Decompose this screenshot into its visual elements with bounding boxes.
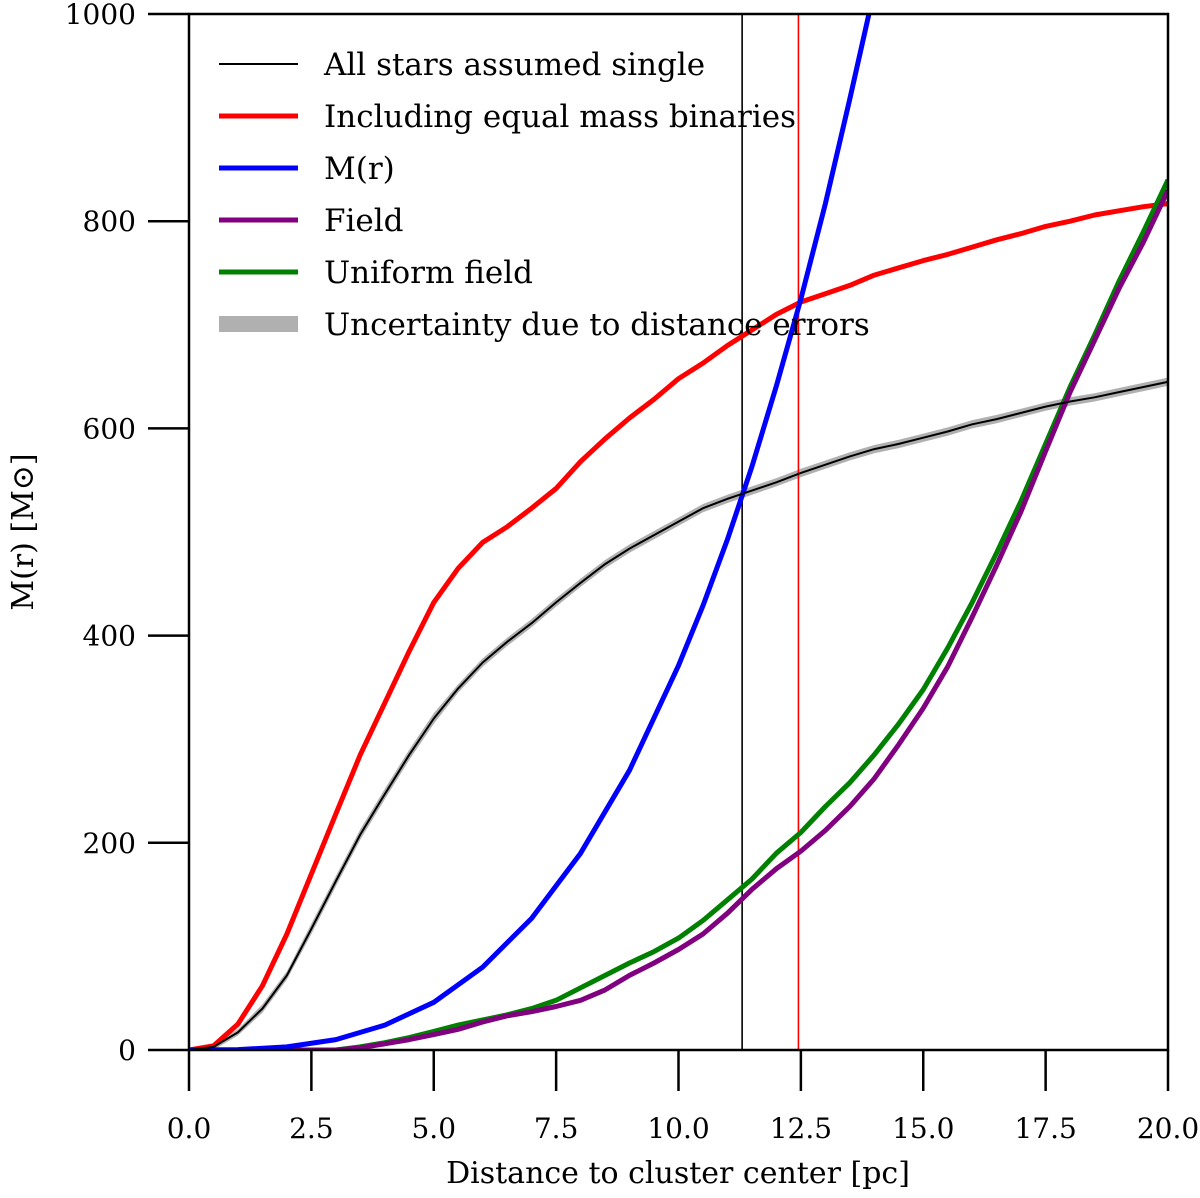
y-tick-label: 400 <box>83 620 136 653</box>
y-axis-label: M(r) [M⊙] <box>6 453 41 610</box>
x-tick-label: 2.5 <box>289 1112 334 1145</box>
x-tick-label: 12.5 <box>770 1112 832 1145</box>
x-axis: 0.0 2.5 5.0 7.5 10.0 12.5 15.0 17.5 20.0 <box>167 1050 1199 1145</box>
plot-area <box>189 14 1168 1050</box>
y-tick-label: 200 <box>83 827 136 860</box>
legend-label-2: Including equal mass binaries <box>324 99 796 135</box>
series-line-4 <box>189 189 1168 1050</box>
x-tick-label: 15.0 <box>892 1112 954 1145</box>
y-axis: 0 200 400 600 800 1000 <box>65 0 189 1067</box>
x-tick-label: 5.0 <box>411 1112 456 1145</box>
x-tick-label: 20.0 <box>1137 1112 1199 1145</box>
series-line-2 <box>189 201 1168 1050</box>
series-line-1 <box>189 380 1168 1050</box>
x-tick-label: 7.5 <box>534 1112 579 1145</box>
legend-label-5: Uniform field <box>324 255 533 291</box>
x-axis-label: Distance to cluster center [pc] <box>446 1156 910 1191</box>
legend-label-3: M(r) <box>324 151 395 187</box>
series-line-3 <box>189 14 872 1050</box>
y-tick-label: 600 <box>83 412 136 445</box>
y-tick-label: 1000 <box>65 0 136 31</box>
x-tick-label: 17.5 <box>1014 1112 1076 1145</box>
legend-label-1: All stars assumed single <box>323 47 705 83</box>
y-tick-label: 800 <box>83 205 136 238</box>
legend-label-6: Uncertainty due to distance errors <box>324 307 870 343</box>
x-tick-label: 10.0 <box>647 1112 709 1145</box>
x-tick-label: 0.0 <box>167 1112 212 1145</box>
legend-label-4: Field <box>324 203 404 239</box>
legend: All stars assumed single Including equal … <box>219 47 870 343</box>
y-tick-label: 0 <box>118 1034 136 1067</box>
